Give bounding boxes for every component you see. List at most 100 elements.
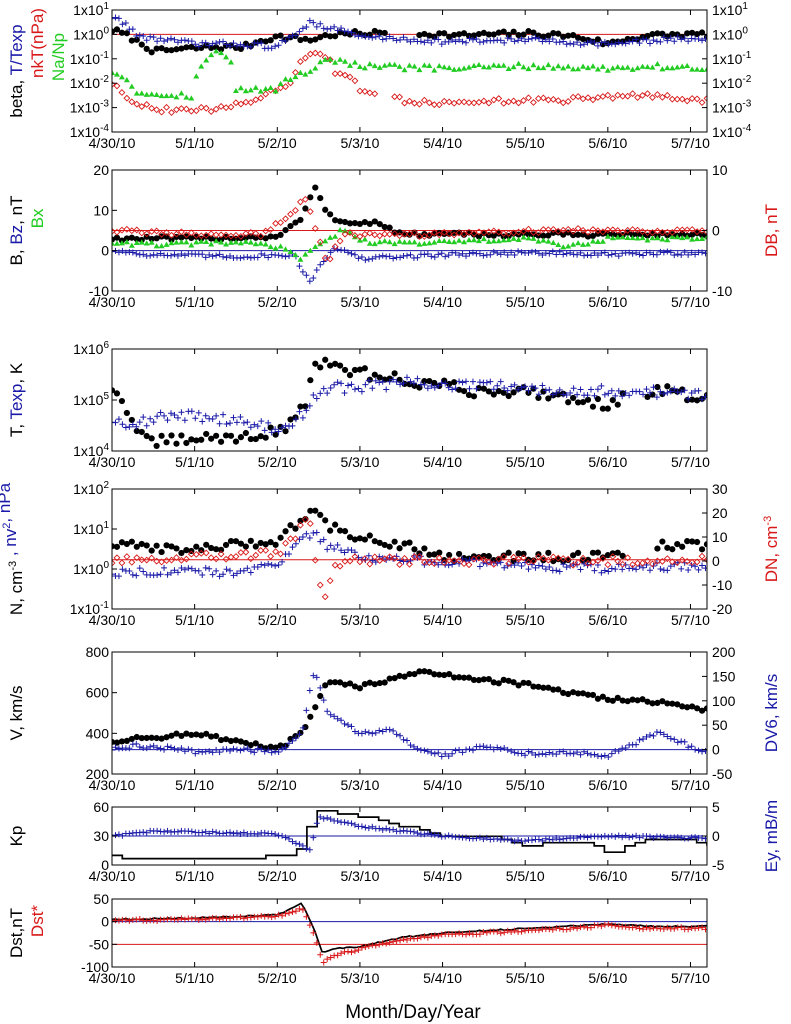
data-point-beta-green-88 (545, 61, 552, 68)
x-tick-label-temperature-2: 5/2/10 (258, 454, 297, 470)
data-point-velocity-black-3 (123, 737, 130, 745)
data-point-density-red-35 (282, 539, 289, 547)
data-point-field-blue-107 (480, 252, 487, 259)
data-point-dst-red-169 (695, 924, 702, 931)
data-point-velocity-blue-55 (299, 724, 306, 731)
x-tick-label-velocity-5: 5/5/10 (506, 777, 545, 793)
data-point-field-blue-170 (699, 249, 706, 256)
data-point-beta-red-36 (287, 79, 294, 87)
data-point-beta-black-111 (689, 29, 696, 36)
data-point-beta-red-54 (391, 93, 399, 101)
data-point-density-blue-16 (164, 571, 171, 578)
y-tick-label-velocity-2: 600 (86, 685, 110, 701)
data-point-temperature-blue-170 (699, 396, 706, 403)
data-point-velocity-black-46 (336, 679, 344, 686)
data-point-beta-green-86 (535, 64, 542, 71)
data-point-beta-red-76 (500, 99, 508, 107)
data-point-beta-red-5 (133, 100, 141, 108)
data-point-beta-black-76 (515, 32, 522, 39)
data-point-density-blue-7 (133, 572, 140, 579)
data-point-beta-blue-133 (570, 41, 577, 48)
data-point-beta-blue-98 (449, 36, 456, 43)
data-point-field-green-50 (356, 237, 363, 243)
y2-tick-label-density-5: 30 (712, 481, 728, 497)
data-point-beta-red-16 (187, 107, 195, 115)
data-point-density-black-96 (584, 556, 592, 563)
data-point-velocity-blue-92 (428, 749, 435, 756)
data-point-density-black-2 (118, 539, 126, 546)
data-point-field-black-44 (327, 211, 334, 218)
data-point-field-black-34 (277, 231, 284, 239)
data-point-density-red-60 (406, 560, 413, 568)
data-point-beta-blue-81 (390, 35, 397, 42)
data-point-field-black-101 (609, 231, 616, 238)
data-point-beta-green-28 (247, 87, 254, 93)
data-point-beta-red-116 (698, 99, 706, 106)
data-point-kp-blue-137 (584, 834, 591, 841)
data-point-beta-blue-103 (466, 35, 473, 42)
data-point-beta-green-70 (456, 66, 463, 72)
data-point-dst-red-157 (653, 925, 660, 932)
data-point-beta-red-9 (153, 106, 161, 114)
data-point-beta-blue-154 (643, 36, 650, 43)
data-point-beta-green-54 (376, 64, 383, 70)
data-point-beta-blue-62 (324, 26, 331, 33)
data-point-velocity-blue-140 (594, 753, 601, 760)
data-point-velocity-black-41 (312, 704, 319, 711)
data-point-velocity-blue-50 (282, 744, 289, 751)
x-tick-label-density-7: 5/7/10 (671, 612, 710, 628)
data-point-field-green-67 (441, 237, 448, 244)
data-point-field-black-84 (525, 231, 532, 238)
y-tick-label-velocity-3: 800 (86, 644, 110, 660)
data-point-temperature-blue-133 (570, 385, 577, 392)
data-point-temperature-blue-79 (383, 386, 390, 393)
data-point-kp-blue-33 (223, 829, 230, 836)
data-point-velocity-blue-45 (265, 746, 272, 753)
data-point-field-red-39 (301, 195, 309, 203)
data-point-beta-green-53 (371, 62, 378, 69)
data-point-dst-red-171 (702, 926, 707, 933)
data-point-beta-green-1 (113, 71, 120, 77)
data-point-density-black-36 (287, 522, 294, 529)
data-point-density-black-114 (703, 541, 707, 548)
data-point-velocity-blue-133 (570, 750, 577, 757)
data-point-density-black-26 (237, 540, 245, 547)
data-point-temperature-blue-165 (681, 387, 688, 394)
data-point-dst-red-108 (483, 929, 490, 936)
data-point-density-black-95 (579, 557, 587, 564)
data-point-field-blue-168 (692, 251, 699, 258)
data-point-field-blue-48 (275, 252, 282, 259)
y2-tick-label-beta-0: 1x10-4 (712, 123, 752, 140)
data-point-field-red-77 (490, 227, 498, 235)
data-point-beta-blue-21 (181, 37, 188, 44)
data-point-temperature-blue-95 (438, 379, 445, 386)
data-point-field-blue-117 (515, 248, 522, 255)
data-point-beta-blue-64 (331, 23, 338, 30)
data-point-beta-black-74 (505, 31, 512, 38)
data-point-beta-black-5 (133, 36, 140, 43)
data-point-kp-blue-57 (306, 846, 313, 853)
data-point-dst-red-102 (463, 931, 470, 938)
data-point-beta-blue-59 (313, 23, 320, 30)
data-point-beta-red-82 (530, 98, 537, 106)
data-point-beta-red-15 (182, 105, 190, 113)
data-point-beta-green-119 (699, 66, 706, 73)
data-point-field-red-47 (341, 230, 349, 238)
data-point-dst-red-164 (678, 924, 685, 931)
data-point-density-blue-129 (556, 568, 563, 575)
data-point-density-black-65 (431, 551, 438, 558)
x-tick-label-field-0: 4/30/10 (89, 294, 136, 310)
data-point-beta-green-71 (461, 65, 468, 71)
data-point-density-black-111 (689, 538, 696, 545)
data-point-field-black-1 (113, 234, 121, 241)
data-point-velocity-blue-100 (456, 746, 463, 753)
data-point-density-red-104 (624, 554, 632, 562)
data-point-temperature-blue-43 (258, 418, 265, 425)
data-point-field-black-90 (555, 229, 562, 236)
data-point-density-red-120 (703, 556, 707, 564)
data-point-kp-blue-73 (362, 824, 369, 831)
data-point-field-blue-134 (574, 251, 581, 258)
data-point-beta-blue-46 (268, 45, 275, 52)
data-point-temperature-blue-90 (421, 381, 428, 388)
data-point-velocity-blue-161 (667, 735, 674, 742)
